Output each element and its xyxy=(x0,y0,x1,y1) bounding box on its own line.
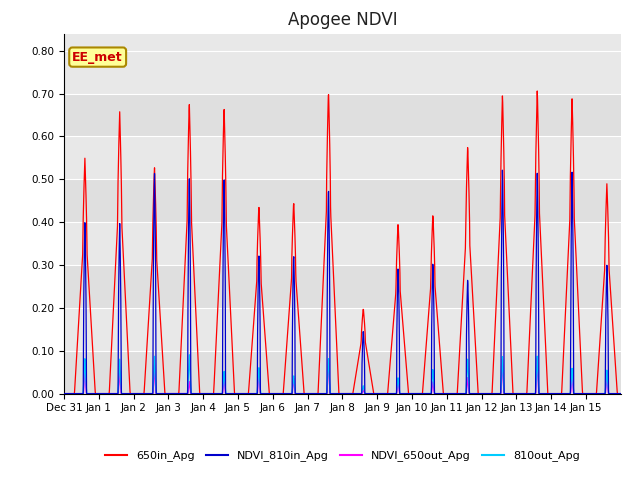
Bar xyxy=(64,265,621,308)
Legend: 650in_Apg, NDVI_810in_Apg, NDVI_650out_Apg, 810out_Apg: 650in_Apg, NDVI_810in_Apg, NDVI_650out_A… xyxy=(100,446,584,466)
Bar xyxy=(64,94,621,136)
Bar xyxy=(64,180,621,222)
Text: EE_met: EE_met xyxy=(72,50,123,63)
Bar xyxy=(64,351,621,394)
Title: Apogee NDVI: Apogee NDVI xyxy=(287,11,397,29)
